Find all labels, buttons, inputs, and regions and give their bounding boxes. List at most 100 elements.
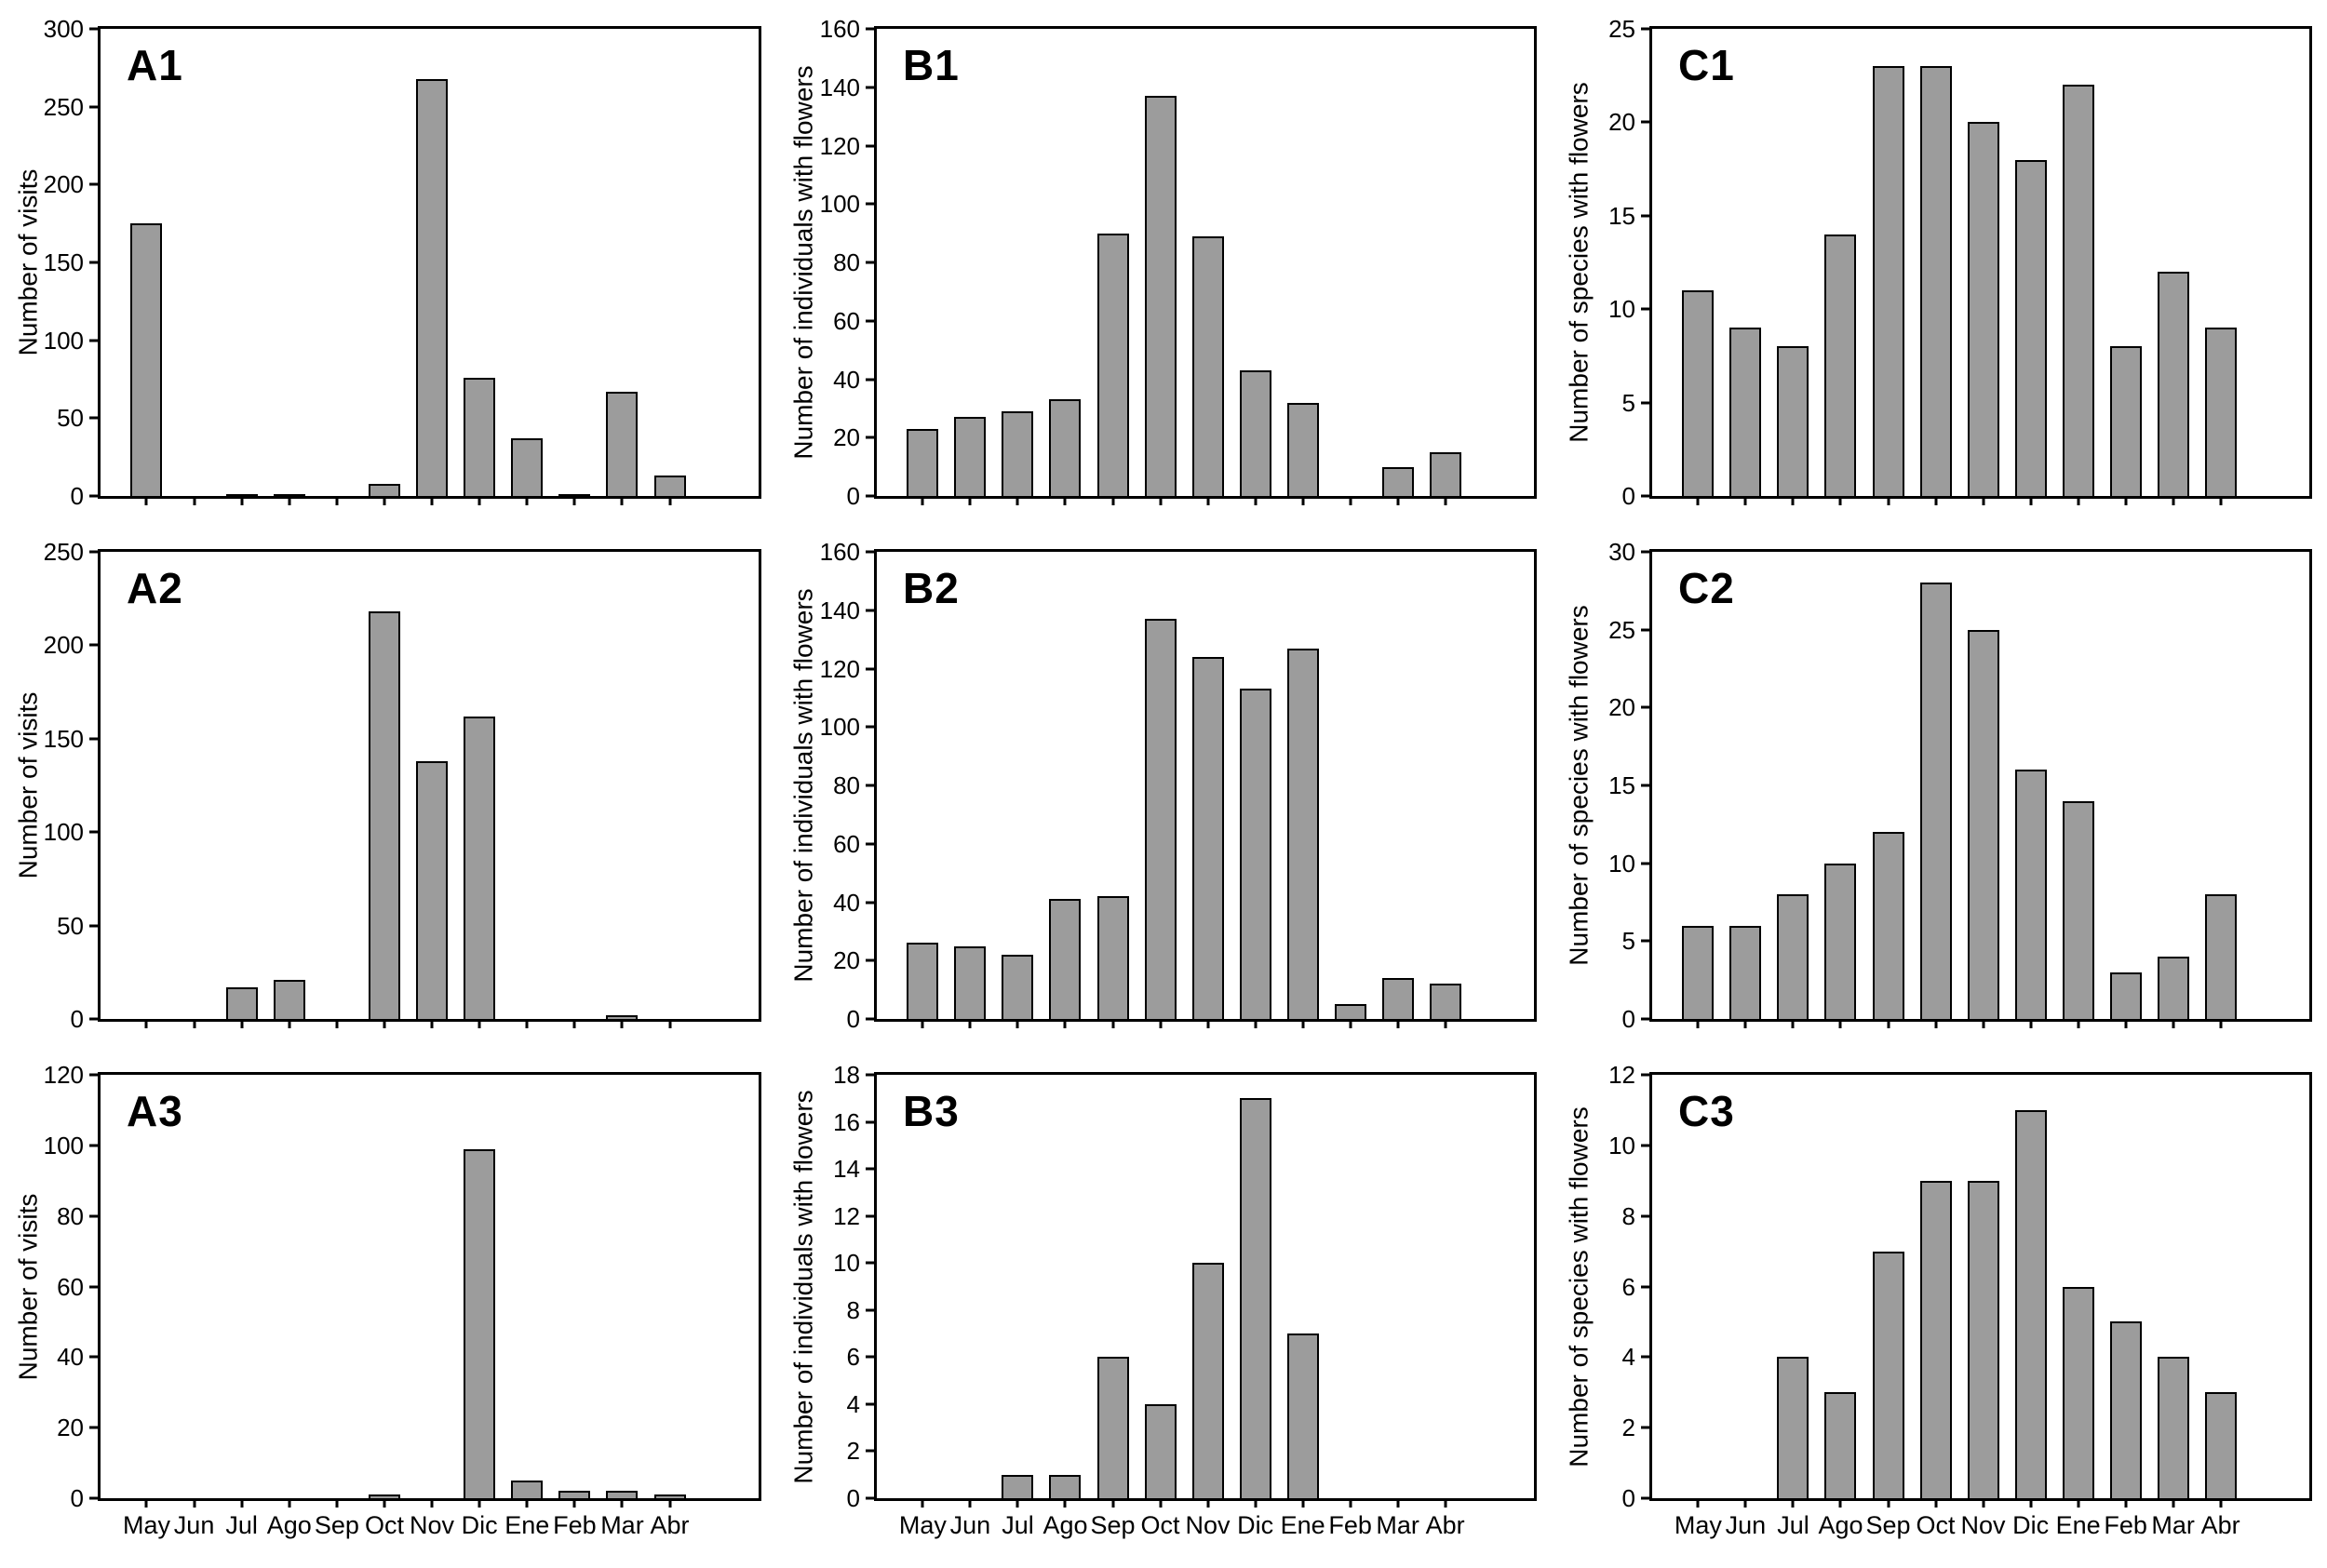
bar-a1-ago [273,494,305,496]
x-tick-label-month: Sep [314,1511,359,1539]
y-tick-mark [89,1073,101,1077]
bar-a1-feb [558,494,591,496]
plot-area-a2: Number of visits A2 0 50 100 150 200 250 [13,540,761,1031]
y-tick-label: 0 [1621,1484,1635,1512]
x-tick-mark [288,496,291,505]
y-tick-mark [89,494,101,498]
y-tick-label: 60 [833,829,860,858]
y-tick-label: 120 [819,131,860,160]
x-tick-mark [2172,496,2175,505]
x-tick-mark [288,1019,291,1028]
x-tick-label-month: Jun [1725,1511,1767,1539]
panel-label-a2: A2 [127,564,183,612]
y-tick-label: 100 [43,326,84,355]
bar-b3-ene [1286,1333,1319,1498]
x-tick-label-month: Ago [1042,1511,1088,1539]
bar-c3-dic [2014,1109,2047,1498]
y-tick-label: 15 [1608,771,1635,799]
x-tick-mark [2219,496,2223,505]
x-tick-mark [1887,1019,1890,1028]
y-axis-title: Number of individuals with flowers [787,552,821,1019]
x-tick-mark [1301,1498,1305,1508]
y-tick-mark [89,182,101,186]
x-tick-mark [1301,1019,1305,1028]
bar-a3-dic [464,1148,496,1498]
y-tick-label: 16 [833,1107,860,1136]
bar-c1-feb [2109,346,2142,496]
x-tick-mark [2077,496,2080,505]
y-tick-mark [89,27,101,31]
bar-b2-dic [1239,689,1271,1019]
y-tick-label: 40 [833,365,860,394]
x-tick-mark [1349,1498,1352,1508]
bar-b1-may [907,428,939,496]
y-axis-title-text: Number of species with flowers [1565,82,1594,443]
x-tick-label-month: Dic [461,1511,498,1539]
bar-b2-feb [1334,1004,1366,1019]
bar-a2-ago [273,979,305,1019]
bar-a2-mar [606,1014,639,1019]
x-tick-mark [288,1498,291,1508]
x-tick-mark [1696,1498,1700,1508]
x-tick-label-month: Sep [1865,1511,1911,1539]
bar-a3-mar [606,1491,639,1498]
y-tick-mark [1641,120,1652,124]
y-tick-label: 4 [1621,1343,1635,1372]
y-tick-mark [866,1017,877,1021]
y-tick-mark [1641,862,1652,865]
bar-b2-jun [954,945,987,1019]
y-tick-mark [89,550,101,554]
bar-c3-nov [1967,1180,1999,1498]
bar-b2-abr [1429,984,1461,1019]
bar-b1-ago [1049,399,1082,496]
x-tick-label-month: Jul [225,1511,258,1539]
x-tick-label-month: Nov [1185,1511,1231,1539]
y-tick-label: 4 [846,1389,860,1418]
x-tick-mark [478,496,481,505]
y-axis-title: Number of visits [11,552,45,1019]
bar-c2-sep [1872,832,1904,1019]
x-tick-mark [921,1019,924,1028]
y-tick-mark [89,339,101,342]
y-tick-label: 0 [846,1005,860,1033]
bar-a1-ene [511,438,544,496]
bar-b3-jul [1002,1474,1034,1498]
y-tick-label: 120 [819,654,860,683]
x-tick-label-month: May [122,1511,170,1539]
x-tick-mark [620,1498,624,1508]
x-tick-mark [1791,1019,1795,1028]
x-tick-mark [620,496,624,505]
y-tick-label: 10 [1608,295,1635,324]
x-tick-mark [1254,1019,1258,1028]
bar-b3-dic [1239,1098,1271,1498]
x-tick-mark [1206,1498,1210,1508]
bar-a2-oct [368,611,400,1019]
plot-area-a1: Number of visits A1 0 50 100 150 200 250 300 [13,17,761,508]
bar-a3-ene [511,1481,544,1498]
bar-b3-ago [1049,1474,1082,1498]
bar-c2-feb [2109,972,2142,1019]
y-tick-mark [1641,1285,1652,1288]
y-tick-label: 0 [70,482,84,510]
y-tick-mark [1641,401,1652,405]
x-tick-label-month: Ene [504,1511,550,1539]
x-tick-mark [668,1498,672,1508]
y-tick-mark [866,609,877,612]
x-tick-mark [2077,1019,2080,1028]
y-tick-label: 25 [1608,615,1635,644]
x-tick-mark [2124,1498,2128,1508]
x-tick-label-month: Feb [1328,1511,1372,1539]
bar-c1-oct [1919,66,1952,496]
bar-c1-abr [2204,328,2237,496]
y-tick-label: 250 [43,538,84,566]
bar-c2-ago [1824,863,1857,1019]
x-tick-mark [430,496,434,505]
x-tick-label-month: Abr [2200,1511,2240,1539]
bar-c2-dic [2014,770,2047,1019]
y-tick-mark [89,105,101,109]
x-tick-mark [193,1498,196,1508]
y-tick-mark [866,901,877,904]
y-tick-label: 150 [43,248,84,276]
y-tick-label: 200 [43,631,84,660]
